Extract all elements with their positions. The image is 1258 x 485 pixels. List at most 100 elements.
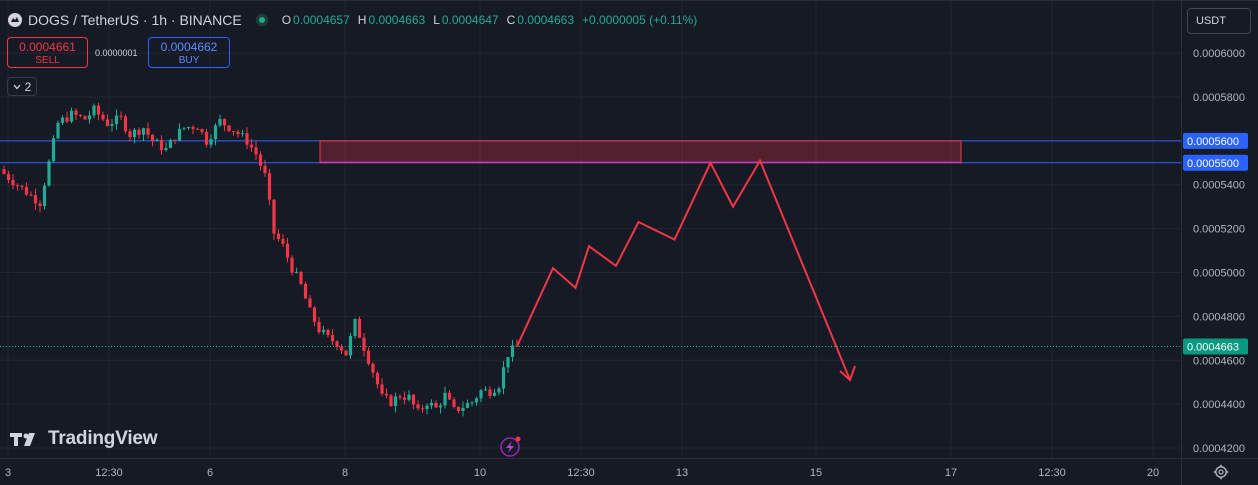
candle-body (200, 129, 204, 132)
candle-body (501, 367, 506, 389)
candle-body (20, 185, 24, 187)
buy-price: 0.0004662 (160, 40, 218, 54)
open-value: 0.0004657 (293, 13, 350, 27)
candle-body (362, 337, 366, 351)
time-tick-label: 20 (1147, 467, 1159, 479)
market-status-icon[interactable] (255, 14, 268, 26)
candle-body (420, 408, 425, 410)
low-value: 0.0004647 (441, 13, 499, 27)
candle-body (285, 243, 290, 258)
candle-body (69, 110, 74, 122)
candle-body (339, 346, 344, 351)
candles (2, 102, 519, 417)
candle-body (101, 114, 105, 120)
candle-body (393, 396, 398, 407)
tradingview-logo[interactable]: TradingView (10, 428, 158, 450)
close-value: 0.0004663 (517, 13, 575, 27)
candle-body (258, 154, 263, 166)
symbol-header: DOGS / TetherUS · 1h · BINANCE O 0.000465… (8, 11, 697, 29)
gear-icon[interactable] (1213, 464, 1229, 480)
candle-body (182, 127, 186, 129)
candle-body (317, 321, 321, 333)
candle-body (204, 131, 209, 145)
sell-price: 0.0004661 (19, 40, 76, 54)
price-tick-label: 0.0005400 (1193, 180, 1245, 192)
candle-body (164, 148, 168, 151)
candle-body (47, 161, 51, 186)
candle-body (213, 125, 218, 140)
candle-body (290, 257, 294, 273)
candle-body (254, 147, 258, 155)
candle-body (146, 128, 150, 135)
buy-button[interactable]: 0.0004662 BUY (148, 37, 230, 68)
candle-body (398, 396, 402, 398)
candle-body (506, 356, 510, 368)
svg-text:0.0004663: 0.0004663 (1187, 341, 1239, 353)
supply-zone-rect[interactable] (319, 140, 962, 164)
candle-body (231, 131, 236, 133)
candle-body (186, 127, 191, 129)
symbol-title[interactable]: DOGS / TetherUS · 1h · BINANCE (28, 12, 242, 28)
candle-body (6, 173, 11, 180)
candle-body (465, 403, 470, 408)
zone-bottom-price-badge[interactable]: 0.0005500 (1183, 154, 1248, 171)
time-tick-label: 12:30 (567, 467, 595, 479)
candle-body (173, 139, 177, 141)
candle-body (389, 395, 393, 407)
candle-body (281, 239, 285, 244)
candle-body (312, 307, 317, 322)
candle-body (33, 195, 38, 204)
candle-body (38, 203, 42, 207)
zone-top-price-badge[interactable]: 0.0005600 (1183, 132, 1248, 149)
candle-body (434, 402, 438, 408)
candle-body (123, 116, 128, 132)
candle-body (74, 110, 78, 115)
candle-body (488, 389, 492, 396)
candle-body (402, 397, 407, 400)
candle-body (461, 407, 465, 412)
candle-body (380, 384, 384, 394)
candle-body (366, 350, 371, 364)
candle-body (11, 179, 15, 186)
candle-body (191, 127, 195, 129)
spread-value: 0.0000001 (95, 48, 138, 58)
candle-body (353, 319, 357, 336)
flash-alert-icon[interactable] (500, 436, 521, 457)
candle-body (177, 128, 182, 141)
last-price-badge[interactable]: 0.0004663 (1183, 338, 1248, 355)
candle-body (308, 298, 312, 308)
currency-button[interactable]: USDT (1187, 8, 1251, 34)
price-tick-label: 0.0004400 (1193, 399, 1245, 411)
tradingview-wordmark: TradingView (48, 428, 158, 449)
candle-body (483, 389, 488, 391)
candle-body (429, 402, 434, 406)
candle-body (42, 185, 47, 207)
sell-button[interactable]: 0.0004661 SELL (7, 37, 88, 68)
candle-body (137, 129, 141, 135)
candle-body (330, 335, 335, 342)
change-value: +0.0000005 (+0.11%) (582, 13, 698, 27)
price-tick-label: 0.0004200 (1193, 443, 1245, 455)
price-tick-label: 0.0006000 (1193, 48, 1245, 60)
candle-body (132, 129, 137, 138)
sell-label: SELL (35, 55, 60, 66)
candle-body (141, 128, 146, 135)
time-tick-label: 10 (474, 467, 486, 479)
projection-path[interactable] (516, 158, 851, 381)
tradingview-logo-icon (10, 433, 35, 446)
candle-body (272, 199, 276, 234)
chevron-down-icon (13, 84, 21, 89)
candle-body (227, 125, 231, 132)
buy-label: BUY (178, 55, 200, 66)
candle-body (222, 118, 227, 126)
candle-body (510, 345, 515, 357)
candle-body (371, 363, 375, 373)
indicators-toggle-button[interactable]: 2 (7, 77, 37, 96)
indicators-count: 2 (24, 79, 32, 94)
candle-body (348, 335, 353, 356)
time-tick-label: 12:30 (95, 467, 123, 479)
candle-body (114, 115, 119, 125)
ohlc-values: O 0.0004657 H 0.0004663 L 0.0004647 C 0.0004… (281, 13, 698, 27)
